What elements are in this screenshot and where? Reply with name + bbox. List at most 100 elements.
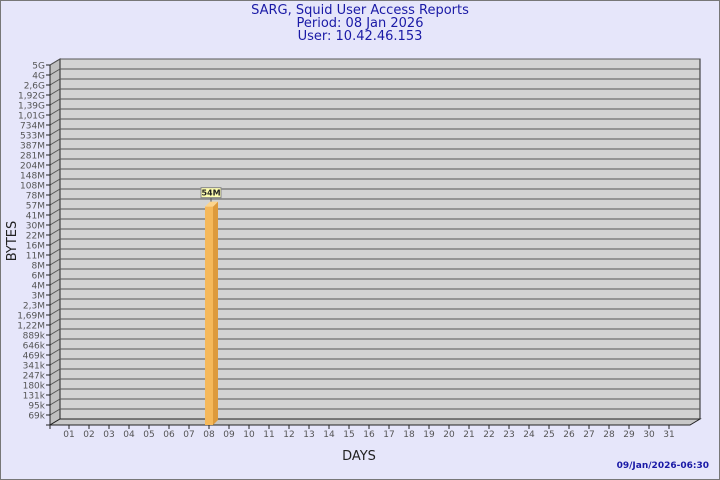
grid-diagonal	[49, 88, 61, 96]
chart-user: User: 10.42.46.153	[297, 29, 423, 44]
y-tick-label: 3M	[32, 292, 46, 302]
x-tick-label-11: 11	[263, 430, 274, 440]
grid-diagonal	[49, 318, 61, 326]
grid-diagonal	[49, 358, 61, 366]
y-tick-label: 2,6G	[24, 82, 45, 92]
x-tick-label-10: 10	[243, 430, 255, 440]
bar-08	[205, 206, 213, 425]
x-tick-label-26: 26	[563, 430, 575, 440]
grid-diagonal	[49, 388, 61, 396]
y-tick-label: 6M	[32, 272, 46, 282]
x-tick-label-08: 08	[203, 430, 215, 440]
grid-diagonal	[49, 248, 61, 256]
grid-diagonal	[49, 198, 61, 206]
y-tick-label: 30M	[26, 222, 45, 232]
x-axis-label: DAYS	[342, 449, 376, 464]
y-tick-label: 1,22M	[17, 322, 45, 332]
grid-diagonal	[49, 378, 61, 386]
x-tick-label-28: 28	[603, 430, 615, 440]
plot-floor	[48, 418, 702, 426]
bar-side-08	[213, 201, 218, 425]
y-tick-label: 148M	[20, 172, 45, 182]
grid-diagonal	[49, 208, 61, 216]
y-tick-label: 2,3M	[23, 302, 45, 312]
y-tick-label: 247k	[23, 372, 46, 382]
x-tick-label-27: 27	[583, 430, 594, 440]
grid-diagonal	[49, 78, 61, 86]
y-tick-label: 95k	[28, 402, 45, 412]
y-tick-label: 646k	[23, 342, 46, 352]
grid-diagonal	[49, 58, 61, 66]
y-tick-label: 4G	[32, 72, 45, 82]
grid-diagonal	[49, 408, 61, 416]
x-tick-label-31: 31	[663, 430, 674, 440]
y-tick-label: 11M	[26, 252, 45, 262]
x-tick-label-04: 04	[123, 430, 135, 440]
x-tick-label-13: 13	[303, 430, 314, 440]
y-tick-label: 1,39G	[18, 102, 45, 112]
x-tick-label-18: 18	[403, 430, 415, 440]
y-tick-label: 889k	[23, 332, 46, 342]
data-label-08: 54M	[201, 189, 220, 198]
x-tick-label-16: 16	[363, 430, 375, 440]
grid-diagonal	[49, 398, 61, 406]
y-tick-label: 1,69M	[17, 312, 45, 322]
x-tick-label-24: 24	[523, 430, 535, 440]
x-tick-label-01: 01	[63, 430, 74, 440]
y-tick-label: 69k	[28, 412, 45, 422]
x-tick-label-05: 05	[143, 430, 154, 440]
y-tick-label: 204M	[20, 162, 45, 172]
x-tick-label-20: 20	[443, 430, 455, 440]
y-tick-label: 108M	[20, 182, 45, 192]
x-tick-label-12: 12	[283, 430, 294, 440]
grid-diagonal	[49, 178, 61, 186]
y-tick-label: 387M	[20, 142, 45, 152]
y-tick-label: 341k	[23, 362, 46, 372]
chart-period: Period: 08 Jan 2026	[296, 16, 424, 31]
y-tick-label: 469k	[23, 352, 46, 362]
y-tick-label: 78M	[26, 192, 45, 202]
y-tick-label: 533M	[20, 132, 45, 142]
grid-diagonal	[49, 188, 61, 196]
grid-diagonal	[49, 168, 61, 176]
grid-diagonal	[49, 238, 61, 246]
grid-diagonal	[49, 368, 61, 376]
x-tick-label-29: 29	[623, 430, 635, 440]
x-tick-label-02: 02	[83, 430, 94, 440]
x-tick-label-03: 03	[103, 430, 114, 440]
grid-diagonal	[49, 98, 61, 106]
y-tick-label: 1,01G	[18, 112, 45, 122]
y-tick-label: 57M	[26, 202, 45, 212]
grid-diagonal	[49, 308, 61, 316]
grid-diagonal	[49, 218, 61, 226]
y-tick-label: 4M	[32, 282, 46, 292]
grid-diagonal	[49, 138, 61, 146]
grid-diagonal	[49, 148, 61, 156]
x-tick-label-30: 30	[643, 430, 655, 440]
x-tick-label-06: 06	[163, 430, 175, 440]
grid-diagonal	[49, 68, 61, 76]
x-tick-label-07: 07	[183, 430, 194, 440]
grid-diagonal	[49, 328, 61, 336]
grid-diagonal	[49, 298, 61, 306]
data-label-box	[200, 187, 222, 199]
grid-diagonal	[49, 278, 61, 286]
y-tick-label: 8M	[32, 262, 46, 272]
grid-diagonal	[49, 128, 61, 136]
grid-diagonal	[49, 108, 61, 116]
chart-title: SARG, Squid User Access Reports	[251, 3, 469, 18]
x-tick-label-22: 22	[483, 430, 494, 440]
grid-diagonal	[49, 158, 61, 166]
y-tick-label: 22M	[26, 232, 45, 242]
grid-diagonal	[49, 258, 61, 266]
y-axis-label: BYTES	[5, 221, 20, 262]
grid-diagonal	[49, 338, 61, 346]
y-tick-label: 180k	[23, 382, 46, 392]
x-tick-label-21: 21	[463, 430, 474, 440]
y-tick-label: 16M	[26, 242, 45, 252]
generated-timestamp: 09/Jan/2026-06:30	[616, 461, 709, 471]
y-tick-label: 131k	[23, 392, 46, 402]
y-tick-label: 281M	[20, 152, 45, 162]
grid-diagonal	[49, 348, 61, 356]
